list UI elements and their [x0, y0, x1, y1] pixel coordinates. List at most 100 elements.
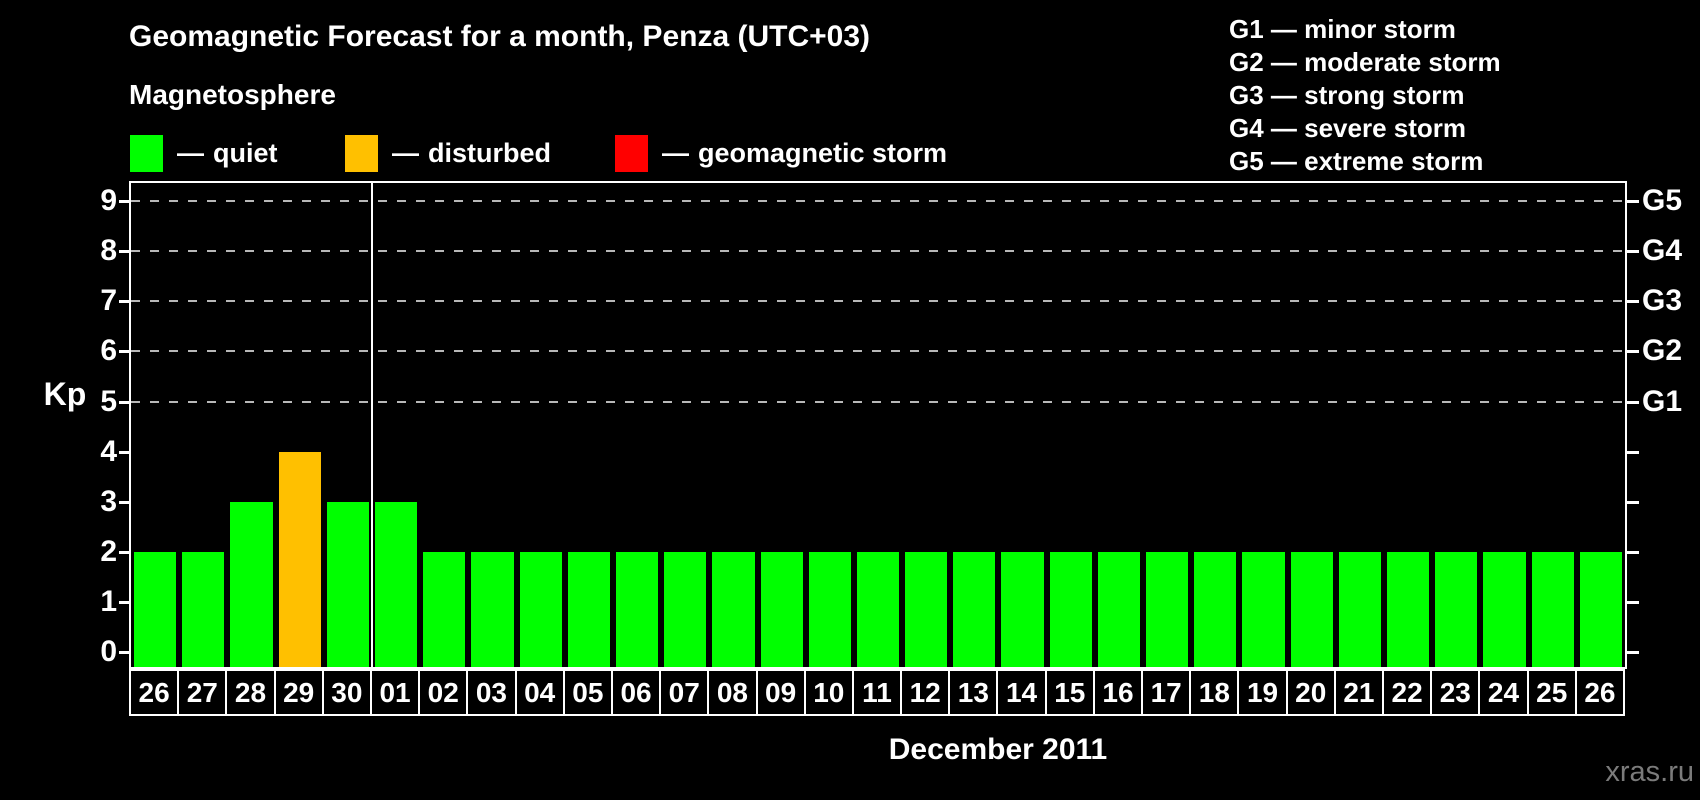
g-axis-label-G2: G2 — [1642, 334, 1683, 368]
y-axis-tick-right-1 — [1627, 600, 1639, 604]
x-tick-box-day-28: 28 — [225, 669, 276, 716]
y-axis-tick-right-2 — [1627, 550, 1639, 554]
y-axis-tick-left-3 — [119, 500, 131, 504]
x-tick-box-day-05: 05 — [562, 669, 613, 716]
x-tick-box-day-20: 20 — [1285, 669, 1336, 716]
x-tick-box-day-09: 09 — [755, 669, 806, 716]
y-tick-label-6: 6 — [100, 334, 117, 368]
x-tick-box-day-08: 08 — [707, 669, 758, 716]
x-tick-box-day-24: 24 — [1478, 669, 1529, 716]
y-axis-tick-right-0 — [1627, 651, 1639, 654]
kp-bar-day-22 — [1387, 551, 1430, 667]
y-axis-tick-left-0 — [119, 651, 131, 654]
kp-bar-day-13 — [953, 551, 996, 667]
kp-bar-day-09 — [760, 551, 803, 667]
disturbed-color-swatch — [345, 135, 378, 172]
x-tick-box-day-22: 22 — [1382, 669, 1433, 716]
x-tick-box-day-30: 30 — [321, 669, 372, 716]
kp-bar-day-19 — [1242, 551, 1285, 667]
kp-bar-day-07 — [664, 551, 707, 667]
y-axis-tick-left-1 — [119, 600, 131, 604]
kp-bar-day-24 — [1483, 551, 1526, 667]
kp-bar-day-23 — [1435, 551, 1478, 667]
y-tick-label-7: 7 — [100, 284, 117, 318]
y-axis-tick-left-5 — [119, 400, 131, 404]
x-tick-box-day-23: 23 — [1430, 669, 1481, 716]
kp-bar-day-30 — [326, 501, 369, 667]
plot-area — [129, 181, 1627, 669]
x-tick-box-day-14: 14 — [996, 669, 1047, 716]
kp-bar-day-20 — [1290, 551, 1333, 667]
x-tick-box-day-29: 29 — [273, 669, 324, 716]
kp-bar-day-25 — [1531, 551, 1574, 667]
legend-label-text: geomagnetic storm — [698, 138, 948, 168]
legend-item-disturbed: — disturbed — [345, 135, 551, 172]
g-legend-row: G3 — strong storm — [1229, 80, 1465, 110]
gridline-kp-5 — [131, 400, 1625, 403]
kp-bar-day-11 — [856, 551, 900, 667]
kp-bar-day-16 — [1097, 551, 1141, 667]
legend-dash: — — [662, 138, 689, 168]
kp-bar-day-26 — [1579, 551, 1622, 667]
y-axis-tick-left-9 — [119, 200, 131, 204]
x-tick-box-day-26: 26 — [129, 669, 180, 716]
x-tick-box-day-19: 19 — [1237, 669, 1288, 716]
y-tick-label-5: 5 — [100, 384, 117, 418]
kp-bar-day-04 — [519, 551, 562, 667]
x-tick-box-day-21: 21 — [1333, 669, 1385, 716]
kp-bar-day-12 — [905, 551, 948, 667]
month-separator-line — [370, 183, 373, 667]
kp-bar-day-26 — [134, 551, 177, 667]
gridline-kp-9 — [131, 200, 1625, 203]
y-axis-tick-right-3 — [1627, 500, 1639, 504]
legend-label: — disturbed — [392, 138, 551, 169]
x-tick-box-day-03: 03 — [466, 669, 517, 716]
legend-item-storm: — geomagnetic storm — [615, 135, 947, 172]
chart-subtitle: Magnetosphere — [129, 79, 336, 110]
g-axis-label-G3: G3 — [1642, 284, 1683, 318]
x-tick-box-day-18: 18 — [1189, 669, 1240, 716]
kp-bar-day-03 — [471, 551, 514, 667]
g-legend-row: G4 — severe storm — [1229, 113, 1467, 143]
kp-bar-day-21 — [1338, 551, 1382, 667]
y-tick-label-9: 9 — [100, 184, 117, 218]
g-scale-legend: G1 — minor storm G2 — moderate storm G3 — … — [1229, 13, 1501, 178]
g-legend-row: G1 — minor storm — [1229, 14, 1456, 44]
g-legend-row: G2 — moderate storm — [1229, 47, 1501, 77]
kp-bar-day-06 — [615, 551, 659, 667]
kp-bar-day-27 — [182, 551, 225, 667]
y-tick-label-0: 0 — [100, 635, 117, 668]
x-tick-box-day-16: 16 — [1092, 669, 1144, 716]
g-axis-label-G5: G5 — [1642, 184, 1683, 218]
kp-bar-day-10 — [808, 551, 851, 667]
x-tick-box-day-17: 17 — [1141, 669, 1192, 716]
watermark: xras.ru — [1605, 756, 1694, 788]
x-tick-box-day-04: 04 — [514, 669, 565, 716]
y-axis-tick-left-7 — [119, 300, 131, 304]
kp-bar-day-28 — [230, 501, 273, 667]
y-axis-tick-right-4 — [1627, 450, 1639, 454]
gridline-kp-7 — [131, 300, 1625, 303]
x-tick-box-day-10: 10 — [803, 669, 854, 716]
y-axis-tick-left-2 — [119, 550, 131, 554]
x-tick-box-day-13: 13 — [948, 669, 999, 716]
kp-bar-day-02 — [423, 551, 466, 667]
y-tick-label-8: 8 — [100, 234, 117, 268]
x-axis-title: December 2011 — [888, 733, 1108, 766]
y-axis-tick-right-6 — [1627, 350, 1639, 354]
legend-label-text: disturbed — [428, 138, 552, 168]
kp-bar-day-01 — [374, 501, 418, 667]
y-tick-label-4: 4 — [100, 434, 117, 468]
x-tick-box-day-26: 26 — [1574, 669, 1625, 716]
y-axis-tick-left-8 — [119, 250, 131, 254]
x-tick-box-day-27: 27 — [177, 669, 228, 716]
x-tick-box-day-15: 15 — [1044, 669, 1095, 716]
g-axis-label-G1: G1 — [1642, 384, 1683, 418]
g-axis-label-G4: G4 — [1642, 234, 1683, 268]
y-axis-tick-left-4 — [119, 450, 131, 454]
gridline-kp-6 — [131, 350, 1625, 353]
x-tick-box-day-11: 11 — [851, 669, 903, 716]
g-legend-row: G5 — extreme storm — [1229, 146, 1484, 176]
legend-label: — geomagnetic storm — [662, 138, 947, 169]
